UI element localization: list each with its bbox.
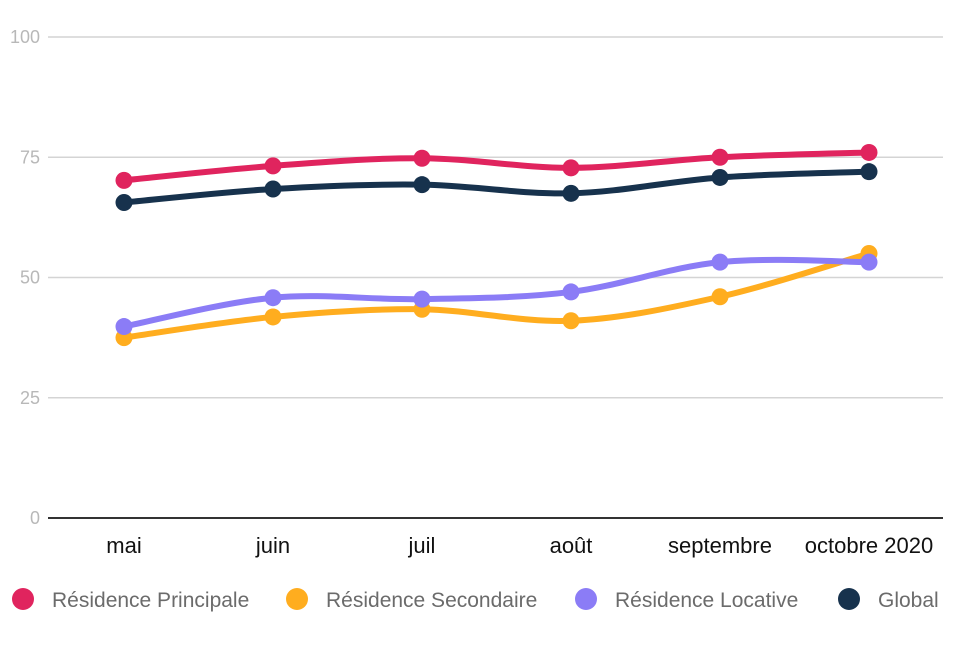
- point-global-septembre: [711, 168, 729, 186]
- point-residence-locative-mai: [115, 318, 133, 336]
- legend-label-residence-secondaire: Résidence Secondaire: [326, 589, 537, 612]
- y-tick-label-0: 0: [30, 508, 40, 528]
- y-tick-label-25: 25: [20, 388, 40, 408]
- x-tick-label-aout: août: [550, 533, 593, 558]
- point-residence-principale-octobre-2020: [860, 143, 878, 161]
- point-residence-locative-septembre: [711, 253, 729, 271]
- legend-marker-residence-locative: [575, 588, 597, 610]
- point-residence-principale-aout: [562, 159, 580, 177]
- y-tick-label-50: 50: [20, 268, 40, 288]
- series-line-residence-locative: [121, 256, 872, 330]
- labels-layer: 0 25 50 75 100 mai juin juil août septembre octobr…: [10, 27, 933, 558]
- grid-layer: [48, 36, 943, 399]
- legend-label-global: Global: [878, 589, 939, 612]
- point-global-aout: [562, 184, 580, 202]
- series-layer: [121, 149, 872, 341]
- legend-label-residence-locative: Résidence Locative: [615, 589, 798, 612]
- point-residence-locative-juil: [413, 290, 431, 308]
- x-tick-label-mai: mai: [106, 533, 141, 558]
- legend-marker-residence-principale: [12, 588, 34, 610]
- point-residence-locative-octobre-2020: [860, 253, 878, 271]
- points-layer: [115, 143, 878, 347]
- x-tick-label-septembre: septembre: [668, 533, 772, 558]
- series-line-residence-principale: [121, 149, 872, 184]
- point-global-octobre-2020: [860, 163, 878, 181]
- point-residence-secondaire-juin: [264, 308, 282, 326]
- point-residence-locative-juin: [264, 289, 282, 307]
- point-residence-principale-juin: [264, 157, 282, 175]
- point-residence-principale-mai: [115, 171, 133, 189]
- x-tick-label-juil: juil: [408, 533, 436, 558]
- legend-layer: Résidence Principale Résidence Secondaire…: [12, 588, 939, 612]
- y-tick-label-100: 100: [10, 27, 40, 47]
- legend-marker-global: [838, 588, 860, 610]
- legend-label-residence-principale: Résidence Principale: [52, 589, 249, 612]
- legend-marker-residence-secondaire: [286, 588, 308, 610]
- point-residence-principale-juil: [413, 149, 431, 167]
- point-residence-locative-aout: [562, 283, 580, 301]
- point-residence-secondaire-aout: [562, 312, 580, 330]
- point-global-mai: [115, 193, 133, 211]
- point-global-juil: [413, 176, 431, 194]
- point-global-juin: [264, 180, 282, 198]
- point-residence-principale-septembre: [711, 148, 729, 166]
- y-tick-label-75: 75: [20, 147, 40, 167]
- x-tick-label-juin: juin: [255, 533, 290, 558]
- series-line-global: [121, 168, 872, 206]
- point-residence-secondaire-septembre: [711, 288, 729, 306]
- x-tick-label-octobre-2020: octobre 2020: [805, 533, 933, 558]
- series-line-residence-secondaire: [121, 250, 872, 341]
